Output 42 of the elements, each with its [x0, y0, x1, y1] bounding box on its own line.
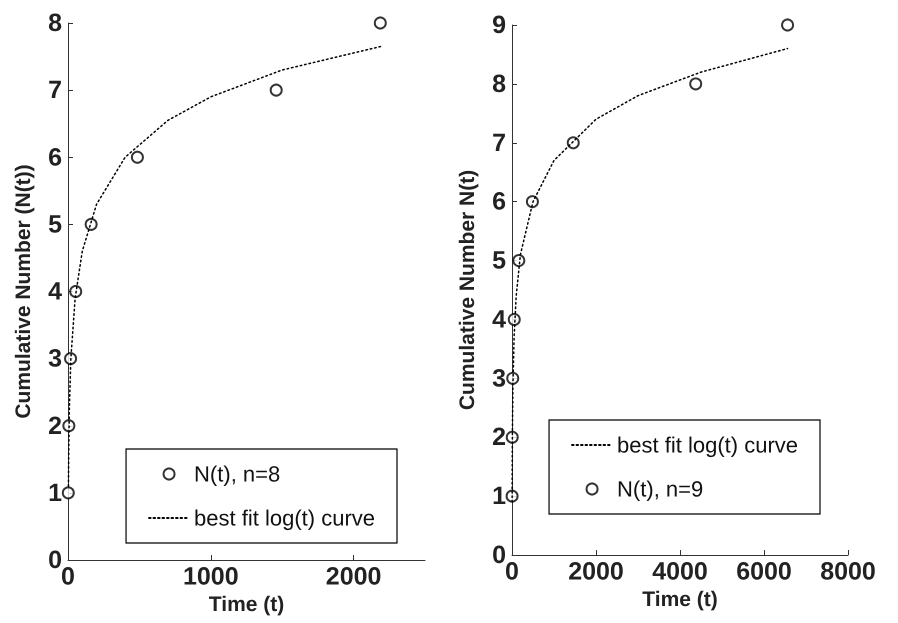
point — [781, 18, 794, 32]
point — [508, 312, 521, 326]
y-tick-label: 4 — [48, 278, 62, 306]
y-tick-label: 7 — [48, 76, 62, 104]
y-tick-label: 5 — [492, 246, 506, 275]
point — [84, 218, 98, 231]
legend-label: N(t), n=9 — [617, 476, 704, 502]
x-tick-label: 8000 — [820, 558, 876, 586]
point — [689, 77, 702, 90]
point — [270, 84, 283, 97]
point — [62, 486, 75, 500]
point — [374, 16, 387, 30]
y-tick-label: 1 — [492, 482, 506, 510]
x-tick-label: 1000 — [182, 562, 239, 590]
y-axis-title: Cumulative Number N(t) — [456, 170, 479, 410]
y-tick-label: 6 — [48, 143, 62, 172]
x-axis-title: Time (t) — [642, 588, 718, 611]
point — [130, 150, 144, 164]
point — [512, 254, 526, 268]
legend-label: best fit log(t) curve — [194, 506, 375, 530]
x-tick-label: 6000 — [736, 558, 792, 586]
x-tick-label: 2000 — [568, 558, 624, 586]
y-tick-label: 4 — [492, 305, 506, 334]
legend-label: best fit log(t) curve — [617, 432, 798, 458]
y-tick-label: 8 — [48, 9, 62, 37]
y-tick-label: 2 — [48, 412, 62, 440]
y-tick-label: 5 — [48, 210, 62, 238]
y-tick-label: 1 — [48, 478, 62, 507]
y-tick-label: 6 — [492, 188, 506, 216]
x-tick-label: 4000 — [652, 558, 708, 586]
x-axis-title: Time (t) — [208, 592, 284, 616]
point — [506, 430, 519, 444]
x-tick-label: 2000 — [326, 562, 382, 590]
y-tick-label: 3 — [492, 364, 506, 392]
y-tick-label: 2 — [492, 423, 506, 452]
y-tick-label: 8 — [492, 70, 506, 98]
y-tick-label: 9 — [492, 11, 506, 39]
y-axis-title: Cumulative Number (N(t)) — [12, 164, 35, 419]
y-tick-label: 7 — [492, 128, 506, 157]
y-tick-label: 3 — [48, 344, 62, 373]
point — [506, 372, 520, 385]
legend-label: N(t), n=8 — [194, 462, 280, 486]
